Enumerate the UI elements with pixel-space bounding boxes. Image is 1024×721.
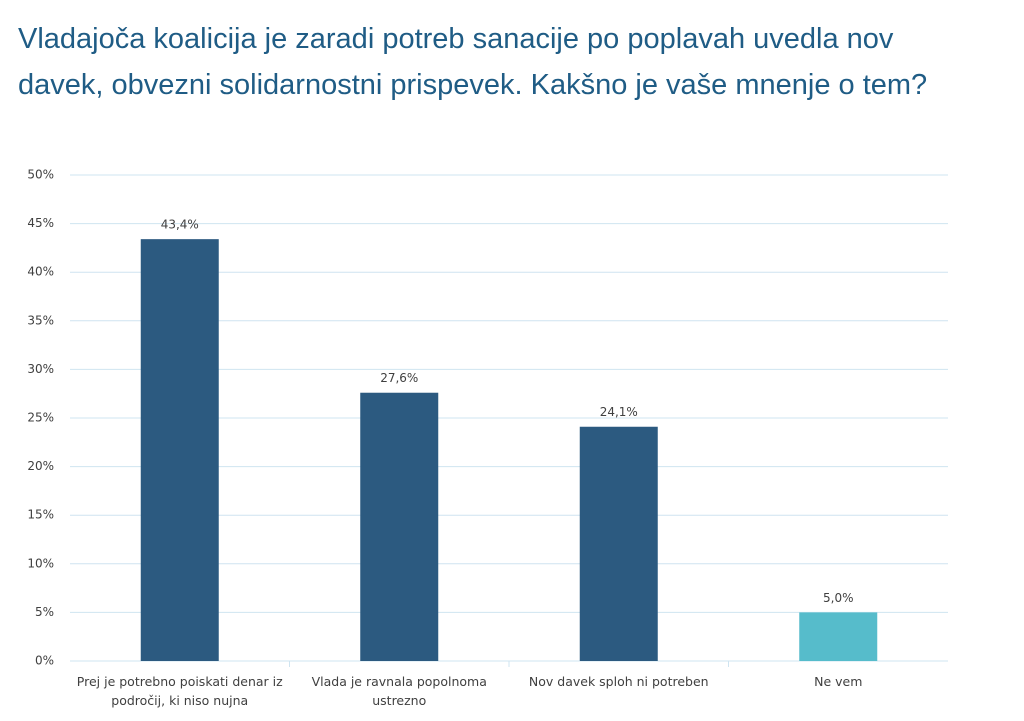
y-tick-label: 10%: [27, 556, 54, 570]
y-tick-label: 50%: [27, 168, 54, 182]
y-tick-label: 40%: [27, 265, 54, 279]
data-label: 5,0%: [823, 591, 854, 605]
y-tick-label: 5%: [35, 605, 54, 619]
x-tick-label: Nov davek sploh ni potreben: [528, 674, 709, 689]
data-label: 24,1%: [600, 405, 638, 419]
y-tick-label: 45%: [27, 216, 54, 230]
x-tick-label: Prej je potrebno poiskati denar iz podro…: [76, 674, 283, 708]
data-label: 27,6%: [380, 371, 418, 385]
bar: [140, 239, 219, 662]
chart-title: Vladajoča koalicija je zaradi potreb san…: [18, 23, 928, 101]
bar: [799, 612, 878, 661]
y-tick-label: 0%: [35, 654, 54, 668]
y-tick-label: 35%: [27, 313, 54, 327]
x-tick-label: Vlada je ravnala popolnoma ustrezno: [311, 674, 487, 708]
x-tick-label: Ne vem: [814, 674, 863, 689]
bar: [579, 426, 658, 661]
y-tick-label: 20%: [27, 459, 54, 473]
y-tick-label: 15%: [27, 508, 54, 522]
y-tick-label: 25%: [27, 411, 54, 425]
bar: [360, 392, 439, 661]
y-tick-label: 30%: [27, 362, 54, 376]
data-label: 43,4%: [161, 218, 199, 232]
